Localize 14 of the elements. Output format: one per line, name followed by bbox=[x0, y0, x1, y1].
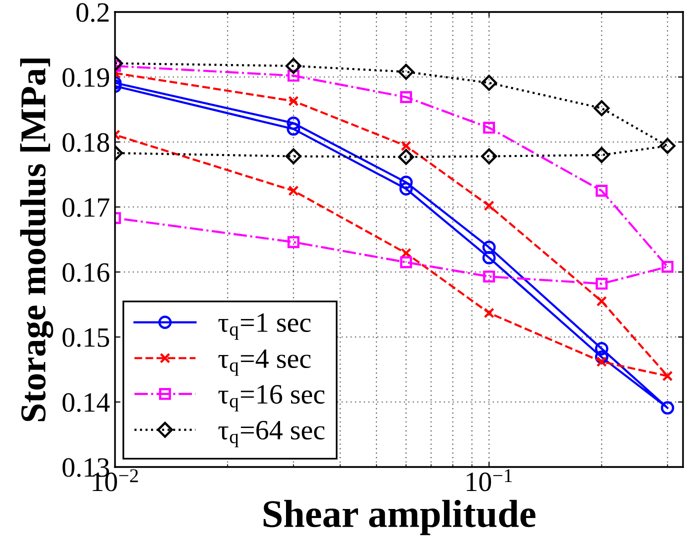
legend-label: τ$_{q}$=16 sec bbox=[218, 385, 325, 412]
legend-label: τ$_{q}$=4 sec bbox=[218, 350, 311, 376]
y-tick-label: 0.18 bbox=[62, 133, 110, 152]
y-axis-title: Storage modulus [MPa] bbox=[20, 58, 54, 422]
legend-label: τ$_{q}$=1 sec bbox=[218, 313, 311, 340]
legend-label: τ$_{q}$=64 sec bbox=[218, 420, 325, 448]
x-axis-title: Shear amplitude bbox=[264, 500, 536, 536]
y-tick-label: 0.15 bbox=[62, 328, 110, 348]
y-tick-label: 0.2 bbox=[76, 3, 109, 22]
y-tick-label: 0.14 bbox=[62, 393, 110, 412]
y-tick-label: 0.17 bbox=[62, 198, 110, 218]
x-tick-label: 10$^{−1}$ bbox=[466, 469, 512, 492]
y-tick-label: 0.16 bbox=[62, 263, 110, 282]
y-tick-label: 0.19 bbox=[62, 68, 109, 88]
